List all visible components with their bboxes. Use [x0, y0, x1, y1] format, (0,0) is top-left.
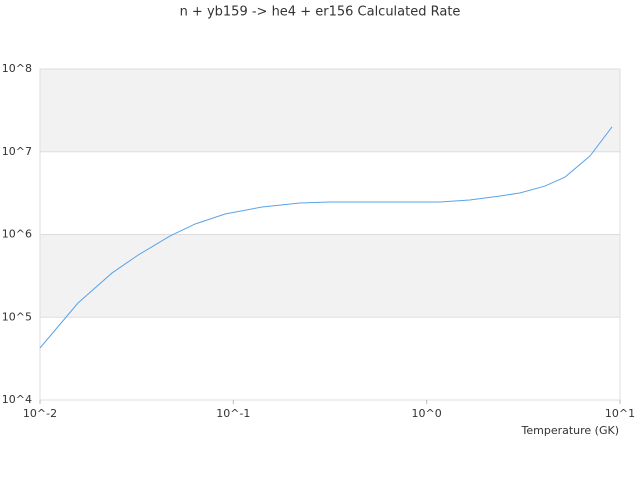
y-tick-label: 10^7	[2, 145, 32, 158]
x-tick-label: 10^-1	[216, 407, 250, 420]
y-tick-label: 10^4	[2, 393, 32, 406]
x-tick-label: 10^1	[605, 407, 635, 420]
x-tick-label: 10^-2	[23, 407, 57, 420]
y-tick-label: 10^8	[2, 62, 32, 75]
chart-title: n + yb159 -> he4 + er156 Calculated Rate	[180, 5, 461, 20]
x-axis-label: Temperature (GK)	[521, 424, 620, 437]
x-tick-label: 10^0	[412, 407, 442, 420]
plot-band	[40, 151, 620, 235]
y-tick-label: 10^6	[2, 228, 32, 241]
y-tick-label: 10^5	[2, 310, 32, 323]
plot-band	[40, 234, 620, 318]
plot-band	[40, 69, 620, 152]
plot-band	[40, 317, 620, 400]
data-line	[39, 126, 613, 349]
